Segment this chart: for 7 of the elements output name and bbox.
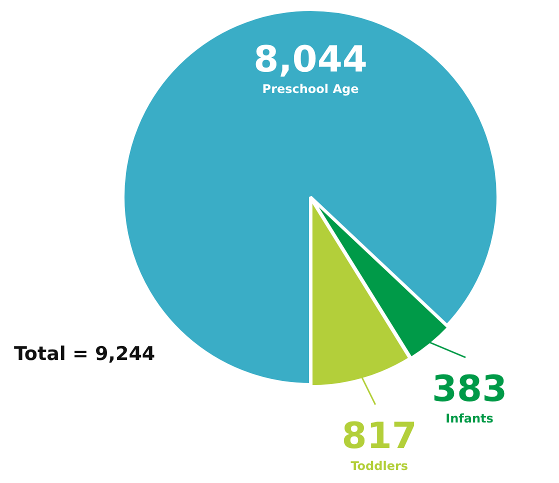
data-label: 383 <box>432 368 508 410</box>
slice-label: Preschool Age <box>262 82 359 96</box>
slice-label: Toddlers <box>350 458 408 473</box>
data-label: 817 <box>342 416 417 457</box>
data-label: 8,044 <box>254 39 368 80</box>
text: Total = 9,244 <box>14 343 156 365</box>
slice-label: Infants <box>446 412 494 426</box>
